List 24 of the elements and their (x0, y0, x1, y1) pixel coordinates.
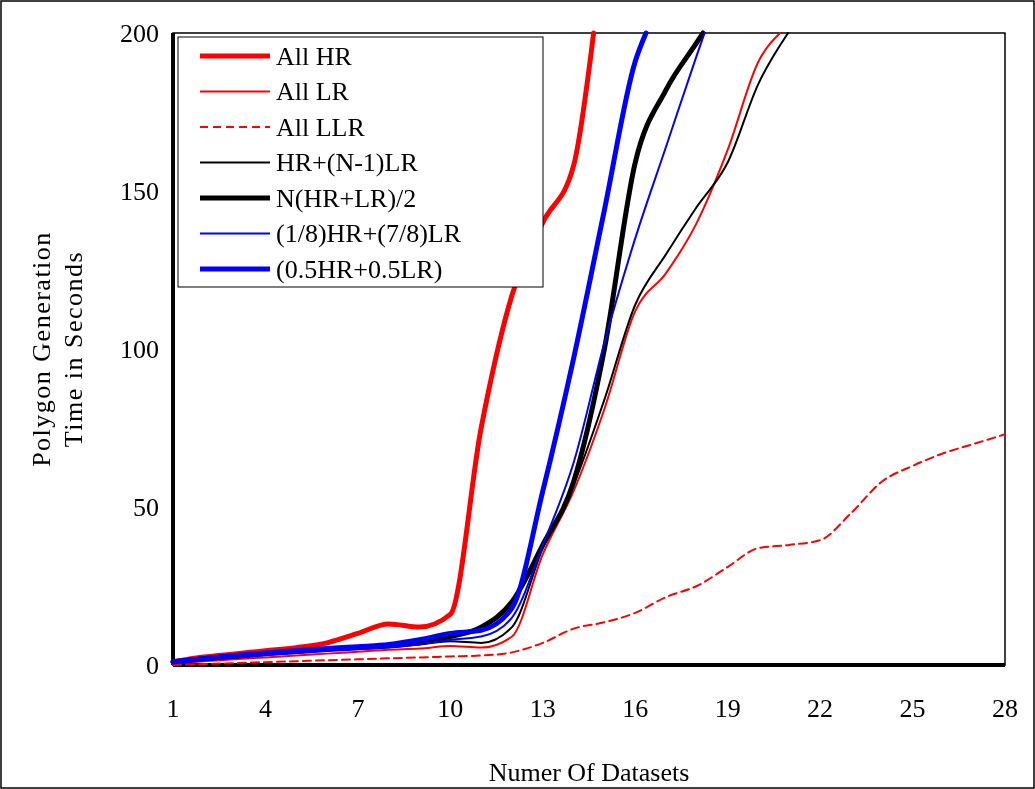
x-tick-label: 19 (714, 694, 741, 723)
x-tick-label: 16 (622, 694, 649, 723)
x-tick-label: 22 (807, 694, 834, 723)
x-tick-label: 28 (992, 694, 1018, 723)
x-tick-label: 10 (437, 694, 464, 723)
x-tick-label: 25 (899, 694, 926, 723)
legend-label: N(HR+LR)/2 (276, 183, 417, 213)
x-axis-title: Numer Of Datasets (488, 758, 690, 787)
legend-label: All LR (276, 77, 350, 106)
y-tick-label: 100 (120, 334, 159, 364)
x-tick-label: 1 (166, 694, 180, 723)
x-tick-label: 13 (529, 694, 556, 723)
legend-label: HR+(N-1)LR (276, 148, 419, 177)
legend-label: (1/8)HR+(7/8)LR (276, 219, 462, 248)
legend-label: (0.5HR+0.5LR) (276, 254, 443, 284)
x-tick-label: 4 (258, 694, 272, 723)
x-tick-label: 7 (351, 694, 365, 723)
y-tick-label: 50 (133, 492, 159, 522)
y-tick-label: 150 (120, 176, 159, 206)
legend-label: All LLR (276, 112, 366, 142)
y-tick-label: 200 (120, 18, 159, 48)
y-tick-label: 0 (146, 650, 159, 680)
legend-label: All HR (276, 41, 353, 71)
y-axis-title: Polygon Generation Time in Seconds (27, 231, 88, 467)
